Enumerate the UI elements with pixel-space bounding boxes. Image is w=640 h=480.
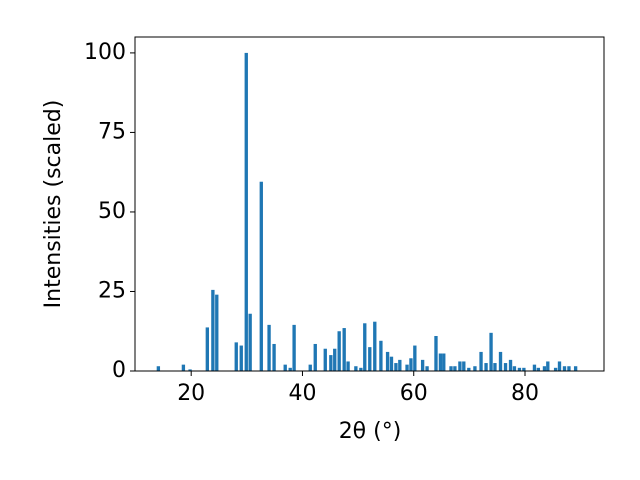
bar [536, 367, 541, 371]
bar [248, 313, 252, 371]
x-tick-label: 20 [177, 381, 205, 406]
bar [394, 363, 398, 371]
bar [292, 324, 296, 371]
bar [283, 364, 287, 371]
bar [398, 359, 402, 371]
bar [458, 361, 462, 371]
y-axis-label: Intensities (scaled) [41, 100, 66, 309]
bar [420, 359, 425, 371]
y-tick-label: 0 [112, 358, 126, 383]
bar [449, 366, 453, 371]
bar [438, 353, 443, 371]
bar [379, 340, 383, 371]
bar [508, 359, 513, 371]
bar [272, 343, 276, 371]
bar [337, 331, 341, 371]
bar [373, 321, 377, 371]
y-tick-label: 75 [98, 119, 126, 144]
bar [244, 52, 248, 372]
y-tick-label: 25 [98, 278, 126, 303]
bar [553, 367, 558, 371]
bar [389, 356, 394, 371]
bar [409, 358, 413, 371]
bar [557, 361, 562, 371]
bar [493, 363, 497, 371]
bar [405, 364, 409, 371]
bar [333, 348, 337, 371]
x-tick-label: 40 [288, 381, 316, 406]
bar [467, 367, 471, 371]
bar [517, 367, 522, 371]
bar [234, 342, 238, 371]
bar [512, 366, 517, 371]
bar [368, 347, 372, 371]
bar [239, 345, 243, 371]
bar [313, 343, 317, 371]
bar [342, 328, 346, 371]
bar [205, 327, 209, 371]
x-axis-label: 2θ (°) [339, 419, 402, 444]
bar [354, 366, 358, 371]
bar [442, 353, 446, 371]
bar [413, 345, 417, 371]
bar [434, 336, 438, 371]
bar [267, 324, 271, 371]
bar [259, 181, 263, 371]
bar [489, 332, 493, 371]
bar [288, 367, 292, 371]
bar [453, 366, 457, 371]
plot-frame [134, 36, 605, 372]
bar [211, 289, 215, 371]
x-tick-label: 60 [400, 381, 428, 406]
bar [546, 361, 550, 371]
bar [308, 364, 312, 371]
bar [462, 361, 466, 371]
bar [498, 351, 503, 371]
bar [503, 363, 508, 371]
bar [473, 366, 477, 371]
bar [363, 323, 367, 371]
bar [425, 366, 429, 371]
x-tick-label: 80 [511, 381, 539, 406]
bar [156, 366, 161, 371]
bar [542, 366, 547, 371]
bar [329, 355, 333, 371]
bar [181, 364, 186, 371]
bar [573, 366, 578, 371]
bar [215, 294, 219, 371]
bar [562, 366, 567, 371]
y-tick-label: 50 [98, 199, 126, 224]
bar [323, 348, 327, 371]
bar [484, 363, 488, 371]
bar [385, 351, 390, 371]
bar [567, 366, 571, 371]
bar [522, 367, 526, 371]
bar [359, 367, 363, 371]
bar [188, 369, 192, 371]
bar [532, 364, 537, 371]
y-tick-label: 100 [84, 40, 126, 65]
bar [346, 361, 350, 371]
bar [479, 351, 483, 371]
